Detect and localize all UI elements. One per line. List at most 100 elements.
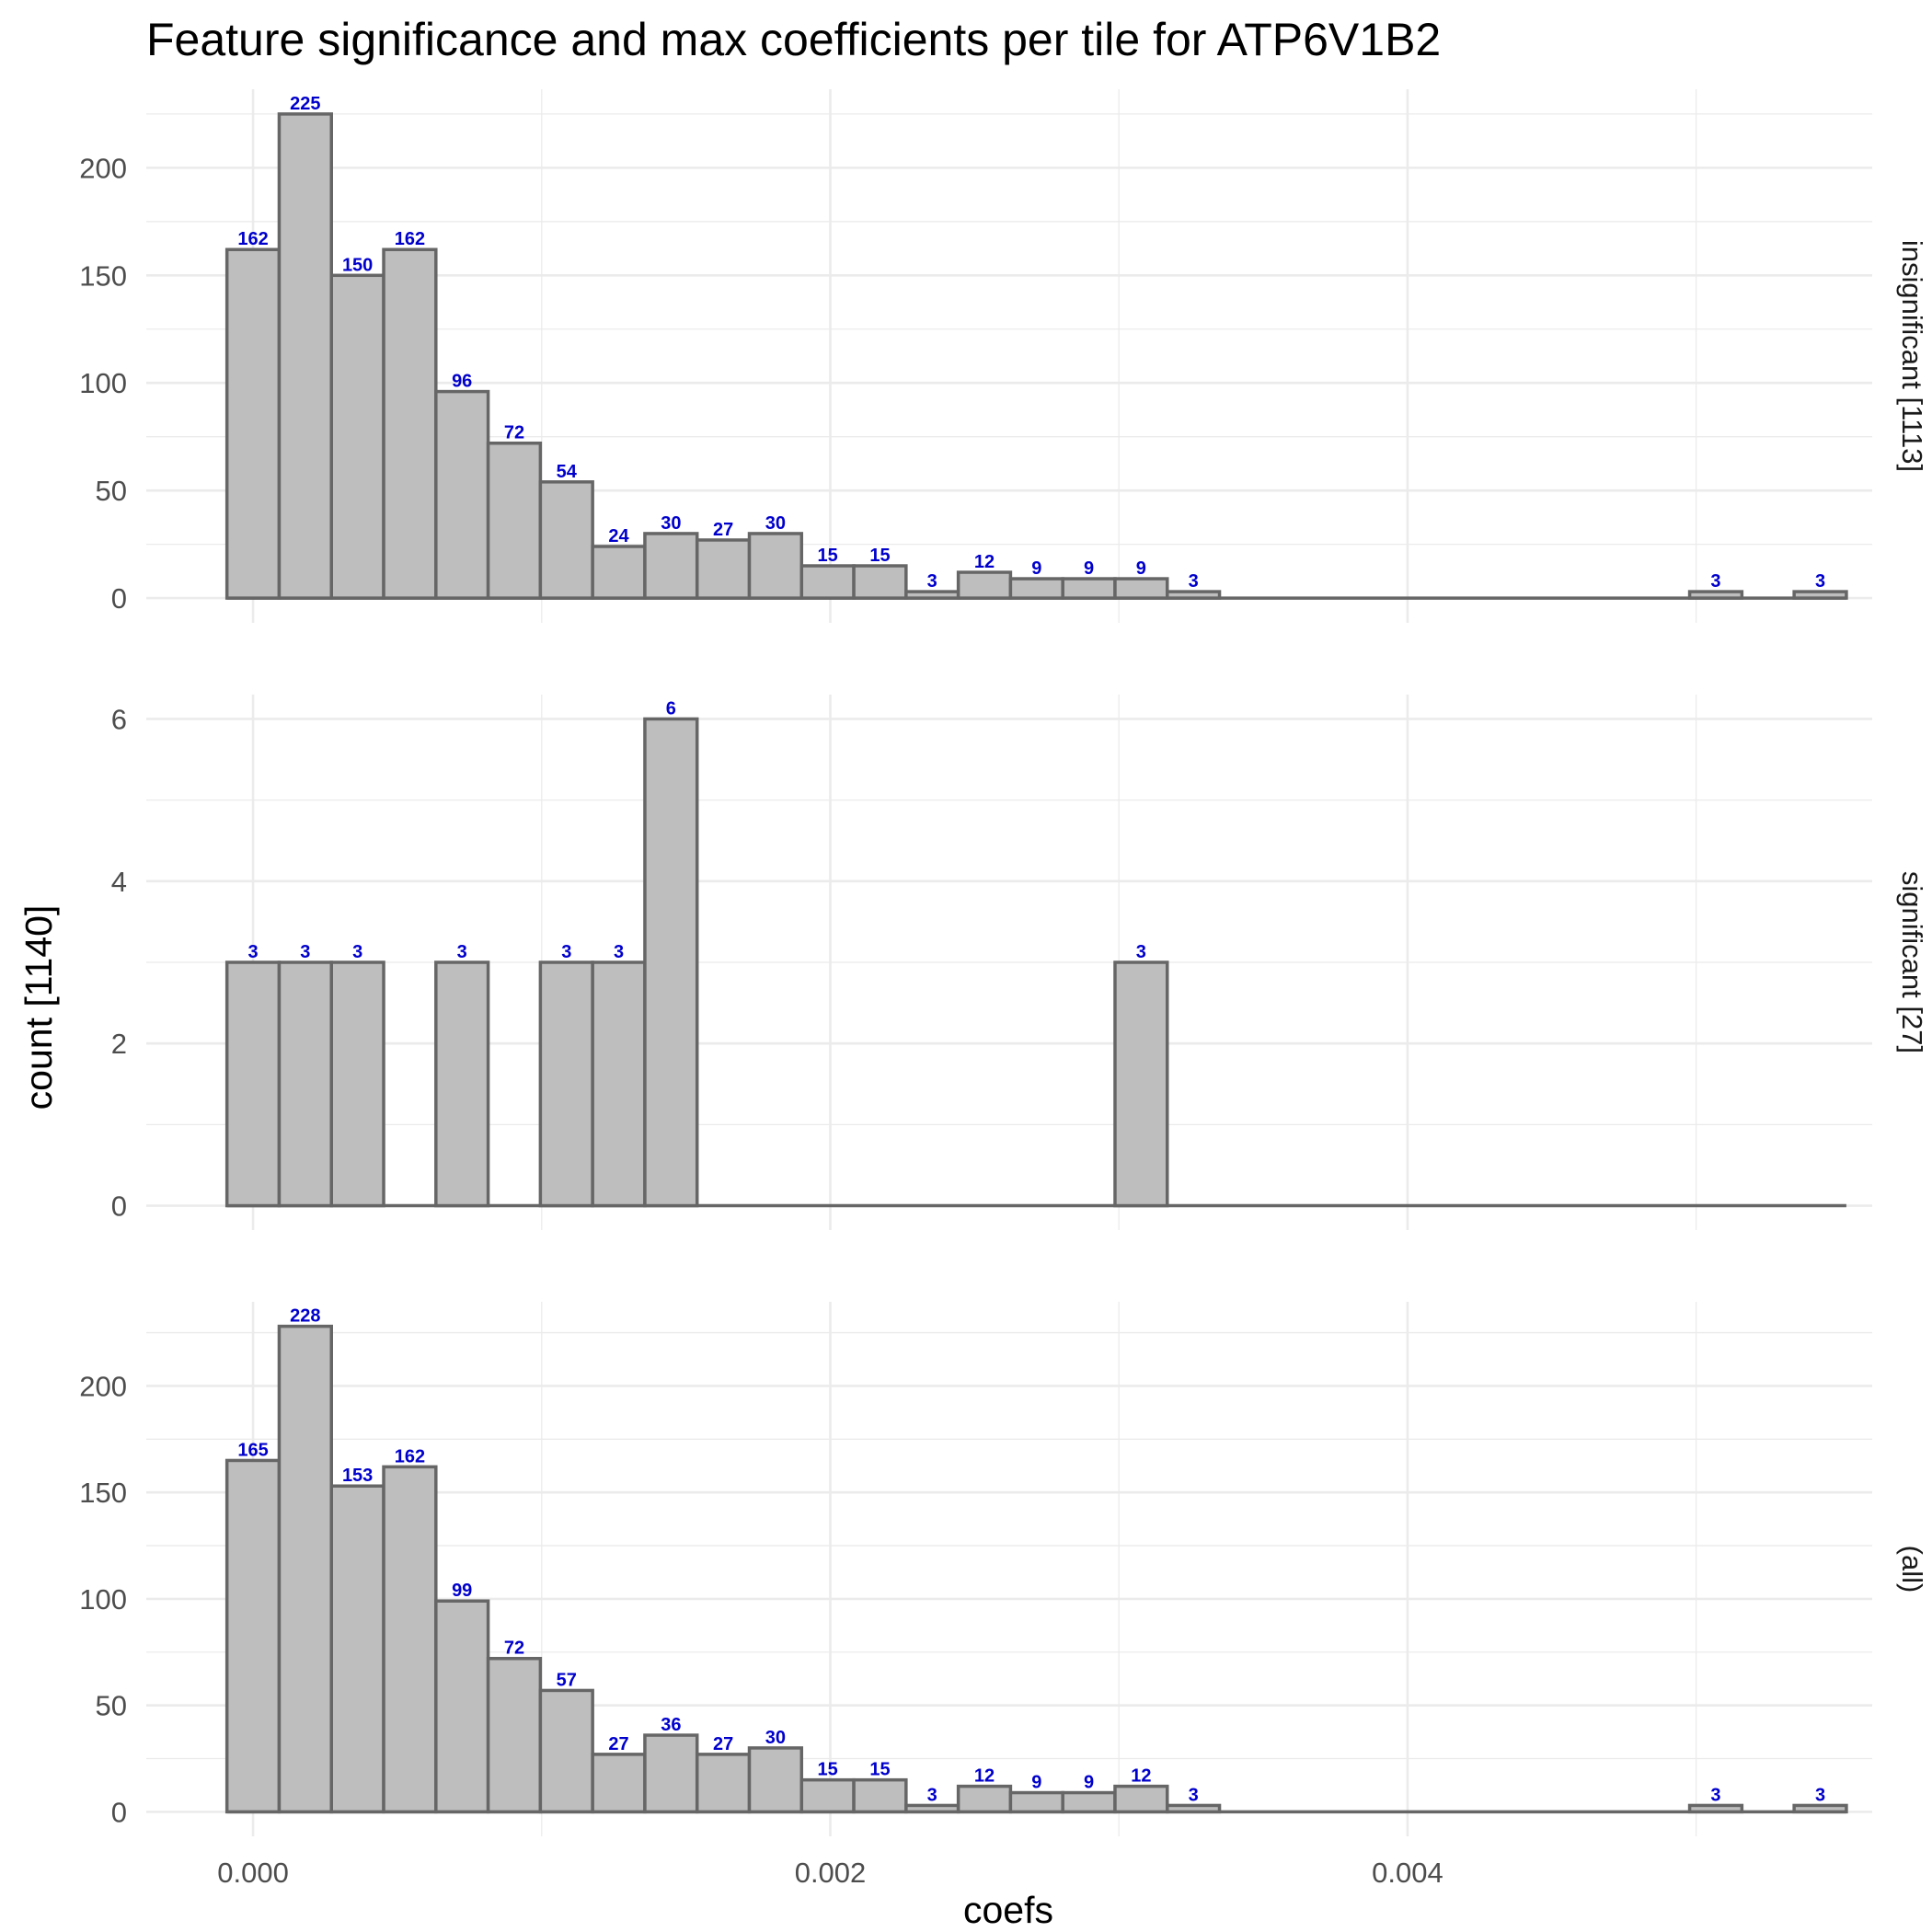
- histogram-bar: [1792, 1803, 1848, 1814]
- bar-count-label: 24: [608, 526, 629, 546]
- y-axis-title: count [1140]: [17, 905, 60, 1110]
- histogram-bar: [956, 1784, 1013, 1814]
- y-tick-label: 0: [111, 1190, 127, 1223]
- histogram-bar: [695, 1753, 752, 1814]
- facet-strip-label: insignificant [1113]: [1896, 240, 1928, 472]
- bar-count-label: 12: [974, 552, 995, 572]
- bar-count-label: 9: [1084, 558, 1094, 579]
- y-tick-label: 50: [96, 1690, 127, 1722]
- bar-count-label: 27: [608, 1734, 628, 1754]
- histogram-bar: [277, 112, 333, 600]
- histogram-bar: [643, 717, 699, 1208]
- y-tick-label: 50: [96, 475, 127, 507]
- histogram-bar: [434, 960, 490, 1208]
- bar-count-label: 228: [290, 1306, 320, 1327]
- histogram-bar: [1113, 960, 1169, 1208]
- bar-count-label: 9: [1136, 558, 1146, 579]
- bar-count-label: 3: [1189, 1785, 1199, 1805]
- histogram-bar: [956, 570, 1013, 600]
- histogram-bar: [382, 1465, 438, 1814]
- histogram-bar: [1166, 590, 1222, 600]
- histogram-bar: [224, 247, 282, 600]
- facet-strip-label: (all): [1896, 1546, 1928, 1593]
- bar-count-label: 162: [395, 1446, 425, 1466]
- y-tick-label: 6: [111, 703, 127, 735]
- histogram-bar: [382, 247, 438, 600]
- histogram-bar: [1113, 1784, 1169, 1814]
- y-tick-label: 0: [111, 1796, 127, 1828]
- histogram-bar: [538, 1688, 594, 1814]
- bar-count-label: 27: [713, 520, 733, 540]
- chart-title: Feature significance and max coefficient…: [146, 14, 1441, 65]
- bar-count-label: 3: [300, 942, 310, 962]
- y-tick-label: 200: [79, 152, 127, 184]
- x-tick-label: 0.004: [1372, 1857, 1443, 1889]
- histogram-bar: [277, 960, 333, 1208]
- facet-panel: 0 50 100 150 200 162 225 150 162 96 72 54 24 30 27 30 15…: [79, 89, 1928, 623]
- histogram-bar: [1008, 577, 1064, 600]
- bar-count-label: 3: [614, 942, 624, 962]
- y-tick-label: 150: [79, 259, 127, 292]
- bar-count-label: 3: [1710, 571, 1720, 592]
- histogram-bar: [277, 1324, 333, 1814]
- histogram-bar: [799, 1777, 856, 1814]
- y-tick-label: 4: [111, 866, 127, 898]
- bar-count-label: 54: [557, 462, 578, 482]
- bar-count-label: 72: [504, 423, 524, 443]
- histogram-bar: [1792, 590, 1848, 600]
- x-tick-label: 0.000: [217, 1857, 289, 1889]
- histogram-bar: [747, 1746, 804, 1814]
- bar-count-label: 153: [342, 1466, 373, 1486]
- bar-count-label: 15: [869, 546, 890, 566]
- histogram-bar: [1166, 1803, 1222, 1814]
- bar-count-label: 12: [974, 1766, 995, 1787]
- bar-count-label: 9: [1031, 1773, 1041, 1793]
- bar-count-label: 15: [818, 1760, 838, 1780]
- y-tick-label: 2: [111, 1028, 127, 1060]
- bar-count-label: 9: [1084, 1773, 1094, 1793]
- histogram-bar: [434, 389, 490, 600]
- bar-count-label: 12: [1131, 1766, 1151, 1787]
- histogram-bar: [329, 1484, 385, 1814]
- histogram-bar: [1061, 1790, 1117, 1814]
- x-axis-title: coefs: [963, 1889, 1053, 1931]
- histogram-bar: [904, 1803, 960, 1814]
- bar-count-label: 15: [869, 1760, 890, 1780]
- histogram-bar: [538, 960, 594, 1208]
- bar-count-label: 30: [661, 513, 681, 534]
- bar-count-label: 30: [765, 1728, 786, 1748]
- histogram-bar: [695, 538, 752, 600]
- histogram-bar: [799, 564, 856, 600]
- y-tick-label: 100: [79, 367, 127, 399]
- histogram-bar: [1687, 590, 1744, 600]
- bar-count-label: 96: [452, 372, 472, 392]
- bar-count-label: 3: [1815, 1785, 1825, 1805]
- histogram-bar: [1687, 1803, 1744, 1814]
- bar-count-label: 3: [1710, 1785, 1720, 1805]
- bar-count-label: 9: [1031, 558, 1041, 579]
- facet-panel: 0 2 4 6 3 3 3 3 3 3 6 3 significant [27]: [111, 695, 1928, 1230]
- bar-count-label: 15: [818, 546, 838, 566]
- bar-count-label: 162: [237, 229, 268, 249]
- bar-count-label: 3: [1815, 571, 1825, 592]
- histogram-bar: [329, 960, 385, 1208]
- bar-count-label: 3: [352, 942, 362, 962]
- histogram-bar: [591, 1753, 647, 1814]
- histogram-bar: [643, 1733, 699, 1814]
- histogram-bar: [643, 532, 699, 600]
- histogram-bar: [434, 1599, 490, 1814]
- bar-count-label: 3: [561, 942, 571, 962]
- bar-count-label: 3: [248, 942, 259, 962]
- bar-count-label: 162: [395, 229, 425, 249]
- y-tick-label: 0: [111, 582, 127, 615]
- histogram-bar: [904, 590, 960, 600]
- histogram-bar: [852, 564, 908, 600]
- bar-count-label: 165: [237, 1440, 268, 1460]
- bar-count-label: 6: [666, 698, 676, 719]
- bar-count-label: 150: [342, 255, 373, 275]
- y-tick-label: 150: [79, 1477, 127, 1509]
- y-tick-label: 200: [79, 1370, 127, 1402]
